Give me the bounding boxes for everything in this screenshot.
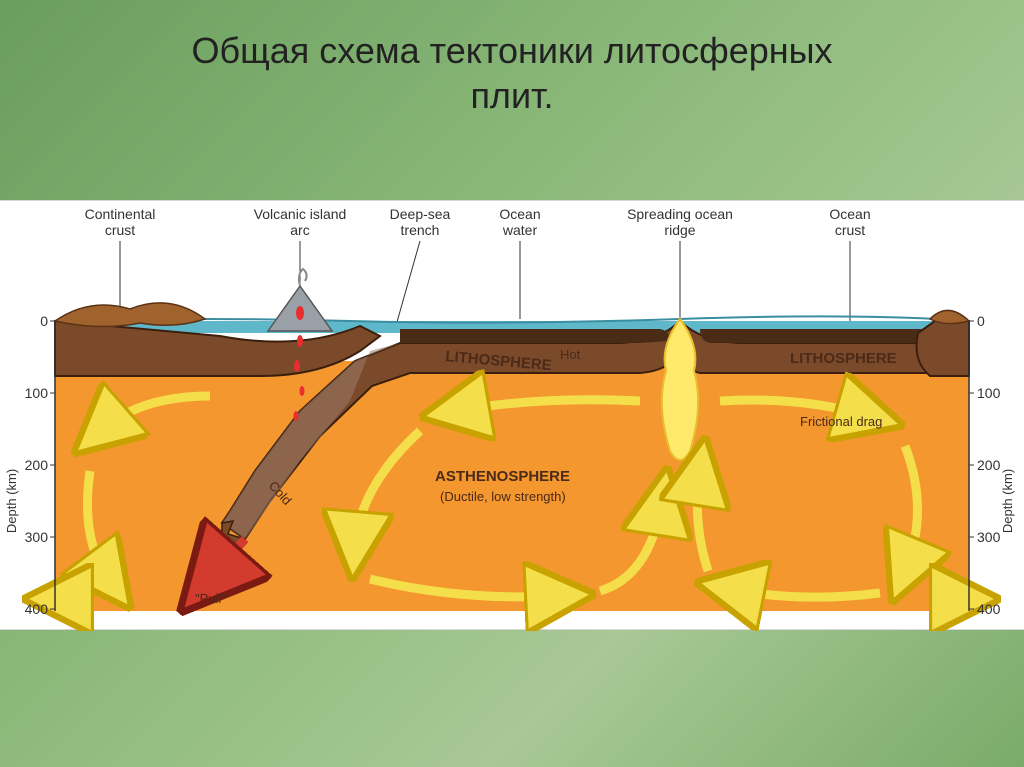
label-asthenosphere: ASTHENOSPHERE [435,468,570,485]
label-ocean-crust: Ocean [829,206,870,222]
top-labels: Continental crust Volcanic island arc De… [85,206,871,329]
svg-text:crust: crust [835,222,865,238]
continent-right [930,310,969,323]
diagram-svg: Continental crust Volcanic island arc De… [0,201,1024,631]
label-ocean-water: Ocean [499,206,540,222]
svg-text:crust: crust [105,222,135,238]
svg-text:0: 0 [40,313,48,329]
label-volcanic-arc: Volcanic island [254,206,347,222]
svg-text:trench: trench [401,222,440,238]
page-title: Общая схема тектоники литосферных плит. [0,0,1024,118]
svg-text:water: water [502,222,538,238]
label-asthenosphere-sub: (Ductile, low strength) [440,489,566,504]
svg-text:ridge: ridge [664,222,695,238]
label-frictional: Frictional drag [800,414,882,429]
continental-crust-right [917,321,970,376]
label-lithosphere-right: LITHOSPHERE [790,350,897,367]
title-line-1: Общая схема тектоники литосферных [191,30,832,71]
left-axis: 0 100 200 300 400 Depth (km) [4,313,55,617]
tectonics-diagram: Continental crust Volcanic island arc De… [0,200,1024,630]
svg-text:300: 300 [25,529,49,545]
svg-text:arc: arc [290,222,309,238]
label-pull: "Pull" [195,591,226,606]
svg-text:100: 100 [25,385,49,401]
svg-text:100: 100 [977,385,1001,401]
right-axis: 0 100 200 300 400 Depth (km) [969,313,1015,617]
label-spreading-ridge: Spreading ocean [627,206,733,222]
label-continental-crust: Continental [85,206,156,222]
svg-text:400: 400 [977,601,1001,617]
svg-text:300: 300 [977,529,1001,545]
hot-plume [662,319,698,460]
y-axis-label-left: Depth (km) [4,469,19,533]
y-axis-label-right: Depth (km) [1000,469,1015,533]
label-hot: Hot [560,347,581,362]
svg-text:200: 200 [25,457,49,473]
label-trench: Deep-sea [390,206,451,222]
title-line-2: плит. [470,75,553,116]
svg-text:0: 0 [977,313,985,329]
svg-text:200: 200 [977,457,1001,473]
continent-left [55,303,205,327]
svg-text:400: 400 [25,601,49,617]
